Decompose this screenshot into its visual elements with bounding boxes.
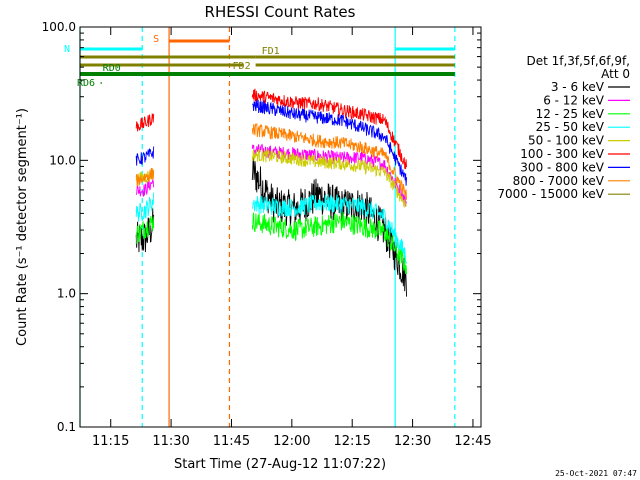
series-12-25-kev: [135, 212, 407, 275]
x-tick-label: 12:30: [394, 434, 431, 449]
series-line-segment: [135, 192, 155, 222]
legend-entry-label: 100 - 300 keV: [520, 147, 604, 161]
plot-frame: [79, 26, 482, 428]
series-line-segment: [135, 113, 155, 132]
y-axis-label: Count Rate (s⁻¹ detector segment⁻¹): [15, 108, 30, 346]
footer-date: 25-Oct-2021 07:47: [555, 469, 637, 478]
flag-label-rd6: RD6: [77, 78, 95, 89]
x-tick-label: 11:45: [213, 434, 250, 449]
flag-label-rd0: RD0: [103, 63, 121, 74]
y-tick-label: 1.0: [57, 287, 76, 301]
series-line-segment: [251, 99, 407, 186]
x-tick-label: 11:30: [152, 434, 189, 449]
legend-entry-label: 12 - 25 keV: [536, 107, 605, 121]
series-line-segment: [251, 88, 407, 170]
legend-entry-label: 6 - 12 keV: [543, 93, 605, 107]
flag-bars: S N FD1 FD2 RD0 RD6: [64, 34, 455, 89]
chart-title: RHESSI Count Rates: [205, 3, 356, 21]
series-lines: [135, 88, 407, 297]
flag-label-s: S: [153, 34, 159, 45]
x-tick-label: 12:00: [273, 434, 310, 449]
series-line-segment: [251, 194, 407, 264]
series-line-segment: [251, 122, 407, 200]
legend-entry-label: 3 - 6 keV: [551, 80, 605, 94]
x-tick-label: 12:45: [454, 434, 491, 449]
flag-label-fd1: FD1: [262, 46, 280, 57]
legend-entry-label: 50 - 100 keV: [528, 134, 605, 148]
series-100-300-kev: [135, 88, 407, 170]
series-line-segment: [251, 149, 407, 208]
x-axis-label: Start Time (27-Aug-12 11:07:22): [174, 457, 386, 472]
series-300-800-kev: [135, 99, 407, 186]
x-tick-label: 11:15: [92, 434, 129, 449]
series-800-7000-kev: [135, 122, 407, 200]
x-tick-label: 12:15: [333, 434, 370, 449]
legend-entry-label: 7000 - 15000 keV: [497, 187, 604, 201]
series-line-segment: [251, 212, 407, 275]
series-line-segment: [135, 168, 155, 187]
flag-label-n: N: [64, 44, 70, 55]
legend-entry-label: 800 - 7000 keV: [513, 174, 605, 188]
series-25-50-kev: [135, 192, 407, 264]
series-line-segment: [135, 215, 155, 245]
y-tick-label: 100.0: [42, 20, 76, 34]
y-tick-label: 10.0: [49, 153, 76, 167]
legend-header-line1: Det 1f,3f,5f,6f,9f,: [526, 54, 630, 68]
series-line-segment: [135, 208, 155, 253]
series-line-segment: [135, 178, 155, 197]
legend-entry-label: 25 - 50 keV: [536, 120, 605, 134]
flag-label-fd2: FD2: [233, 61, 251, 72]
y-tick-label: 0.1: [57, 420, 76, 434]
series-line-segment: [135, 146, 155, 166]
legend-header-line2: Att 0: [601, 67, 630, 81]
legend-entry-label: 300 - 800 keV: [520, 160, 604, 174]
axes: 100.0 10.0 1.0 0.1 11:15 11:30 11:45 12:00 12:15…: [42, 20, 492, 449]
